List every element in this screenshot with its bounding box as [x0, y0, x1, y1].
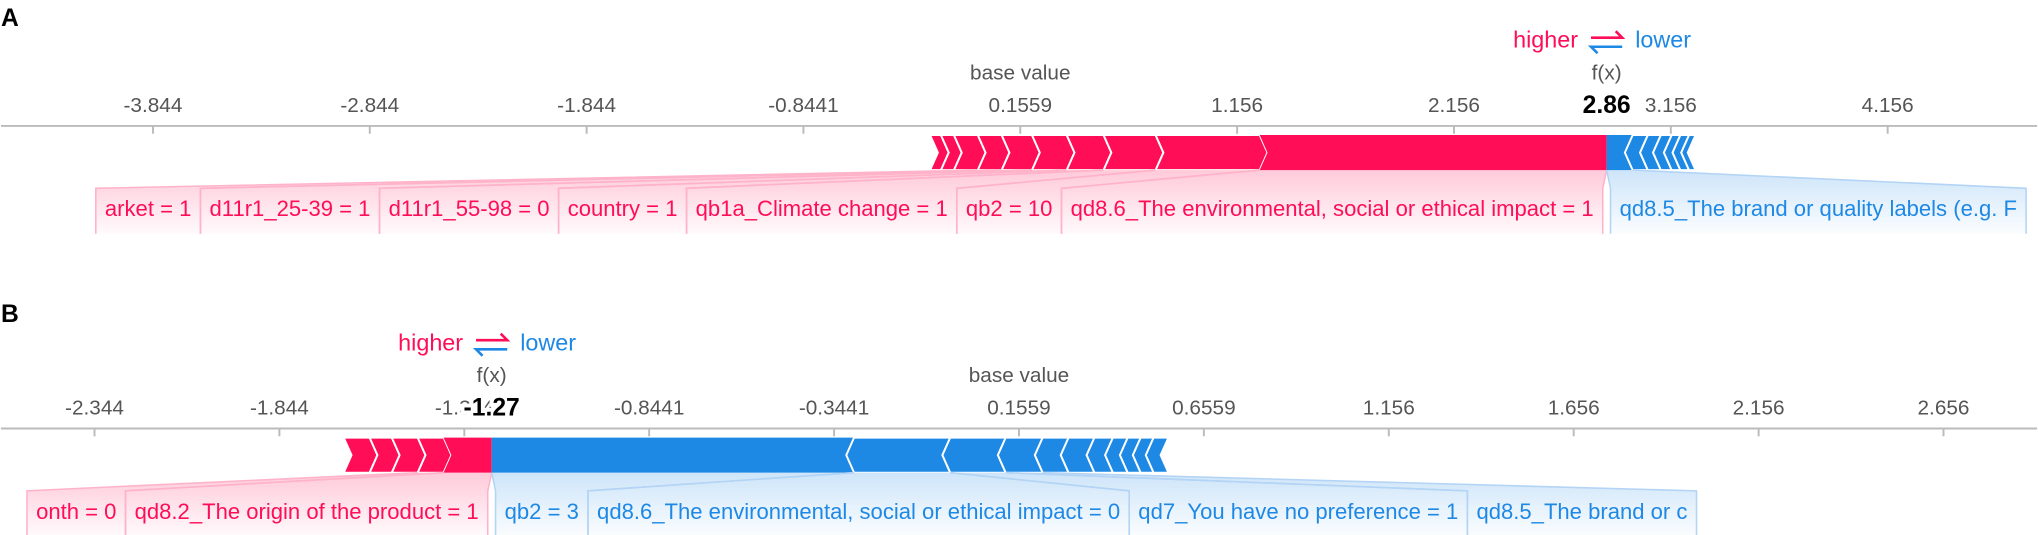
feature-label: qd8.6_The environmental, social or ethic…	[597, 499, 1120, 524]
connector-edge	[587, 471, 855, 535]
x-tick-label: -2.344	[65, 397, 124, 420]
connector-edge	[1005, 471, 1469, 535]
positive-segment	[1259, 135, 1607, 171]
x-tick-label: 0.1559	[989, 94, 1053, 117]
higher-label: higher	[1513, 27, 1578, 53]
positive-segment	[1154, 134, 1269, 172]
x-tick-label: 2.656	[1918, 397, 1970, 420]
connector-edge	[378, 169, 1033, 234]
output-label: f(x)	[477, 364, 507, 387]
connector	[95, 170, 1002, 234]
x-tick-label: -2.844	[340, 94, 399, 117]
x-tick-label: -1.844	[250, 397, 309, 420]
feature-label: arket = 1	[105, 196, 191, 221]
connector	[686, 170, 1156, 234]
connector	[491, 472, 855, 535]
connector-edge	[1605, 169, 1612, 234]
connector-edge	[124, 471, 444, 535]
connector	[379, 170, 1067, 234]
direction-arrow	[1591, 30, 1626, 39]
connector	[1606, 170, 2027, 234]
x-tick-label: 0.1559	[987, 397, 1051, 420]
connector	[125, 472, 492, 535]
direction-arrow	[1587, 45, 1623, 55]
base-value-label: base value	[969, 364, 1069, 387]
feature-label: qd7_You have no preference = 1	[1138, 499, 1458, 524]
lower-label: lower	[520, 329, 576, 355]
feature-label: d11r1_55-98 = 0	[389, 196, 550, 221]
x-tick-label: 0.6559	[1172, 397, 1236, 420]
feature-label: qd8.5_The brand or c	[1476, 499, 1687, 524]
connector	[956, 170, 1260, 234]
x-tick-label: 4.156	[1862, 94, 1914, 117]
connector-edge	[950, 471, 1130, 535]
x-tick-label: -1.844	[557, 94, 616, 117]
panel-label: B	[1, 301, 19, 328]
connector-edge	[26, 471, 418, 535]
negative-segment	[1606, 135, 1633, 171]
feature-label: country = 1	[568, 196, 678, 221]
x-tick-label: -0.8441	[614, 397, 684, 420]
connector	[587, 472, 1130, 535]
lower-label: lower	[1635, 27, 1691, 53]
connector-edge	[956, 169, 1156, 234]
connector-edge	[1042, 471, 1698, 535]
x-tick-label: 2.156	[1733, 397, 1785, 420]
connector	[26, 472, 444, 535]
feature-label: qb2 = 10	[966, 196, 1053, 221]
connector-edge	[486, 472, 493, 535]
connector-edge	[95, 169, 978, 234]
x-tick-label: 1.656	[1548, 397, 1600, 420]
feature-label: qd8.6_The environmental, social or ethic…	[1071, 196, 1594, 221]
positive-segment	[1102, 134, 1165, 172]
connector-edge	[490, 472, 497, 535]
connector	[558, 170, 1104, 234]
negative-segment	[1680, 134, 1698, 172]
x-tick-label: -1.344	[435, 397, 494, 420]
labels: qd8.6_The environmental, social or ethic…	[95, 169, 2027, 234]
connector-edge	[1601, 169, 1608, 234]
feature-label: qd8.2_The origin of the product = 1	[135, 499, 479, 524]
feature-label: qd8.5_The brand or quality labels (e.g. …	[1620, 196, 2017, 221]
direction-arrow	[472, 348, 508, 357]
connector-edge	[1060, 169, 1260, 234]
feature-label: qb1a_Climate change = 1	[696, 196, 948, 221]
panel-label: A	[1, 5, 19, 32]
connector-edge	[1632, 169, 2027, 234]
higher-label: higher	[398, 329, 463, 355]
x-tick-label: 1.156	[1211, 94, 1263, 117]
feature-label: onth = 0	[36, 499, 116, 524]
base-value-label: base value	[970, 62, 1070, 85]
feature-label: d11r1_25-39 = 1	[210, 196, 371, 221]
output-value: 2.86	[1583, 92, 1631, 119]
direction-arrow	[476, 332, 511, 342]
connector	[1005, 472, 1697, 535]
x-tick-label: -0.8441	[768, 94, 838, 117]
x-tick-label: 3.156	[1645, 94, 1697, 117]
connector	[950, 472, 1468, 535]
x-tick-label: 2.156	[1428, 94, 1480, 117]
feature-label: qb2 = 3	[505, 499, 579, 524]
negative-segment	[845, 436, 952, 474]
connector	[200, 170, 1033, 234]
connector-edge	[199, 169, 1002, 234]
output-value: -1.27	[464, 395, 520, 422]
connector-edge	[685, 169, 1104, 234]
output-label: f(x)	[1592, 62, 1622, 85]
negative-segment	[1144, 436, 1170, 474]
x-tick-label: 1.156	[1363, 397, 1415, 420]
x-tick-label: -3.844	[124, 94, 183, 117]
labels: qd8.2_The origin of the product = 1 onth …	[26, 471, 1698, 535]
positive-segment	[443, 437, 492, 473]
x-tick-label: -0.3441	[799, 397, 869, 420]
negative-segment	[941, 436, 1008, 474]
connector	[1061, 170, 1607, 234]
connector-edge	[557, 169, 1067, 234]
negative-segment	[491, 437, 855, 473]
